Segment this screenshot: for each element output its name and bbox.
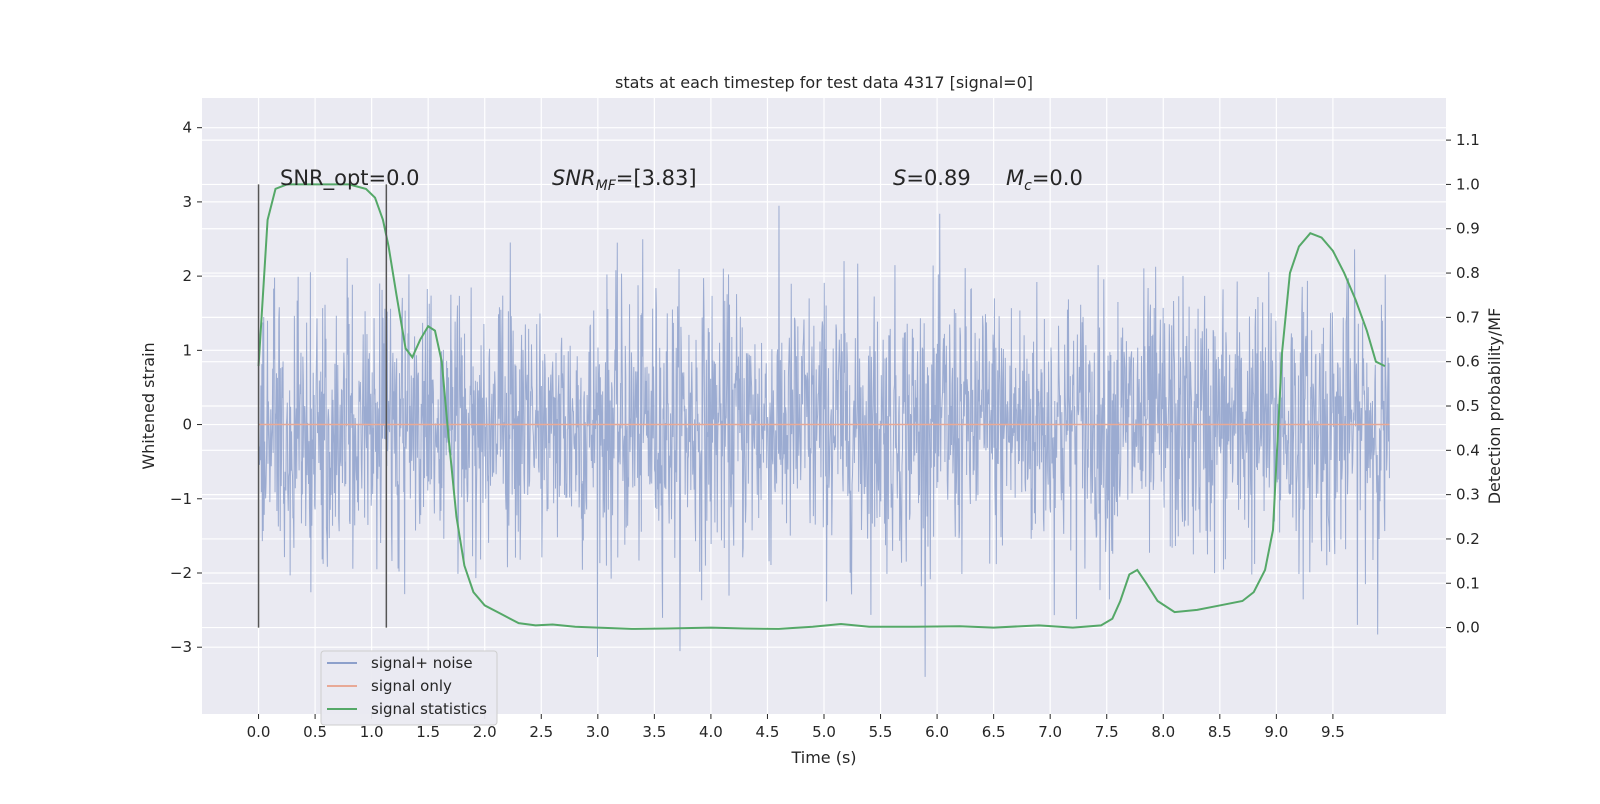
y2-axis-label: Detection probability/MF <box>1485 308 1504 505</box>
signal-statistics-line <box>257 183 1386 630</box>
y2-tick-label: 0.3 <box>1456 486 1480 504</box>
y2-tick-label: 0.8 <box>1456 264 1480 282</box>
y-tick-label: −2 <box>170 564 192 582</box>
x-tick-label: 4.0 <box>699 723 723 741</box>
y2-tick-label: 0.1 <box>1456 574 1480 592</box>
x-tick-label: 3.0 <box>586 723 610 741</box>
y-tick-label: 0 <box>182 416 192 434</box>
annotation-snr-opt: SNR_opt=0.0 <box>280 166 420 191</box>
legend: signal+ noise signal only signal statist… <box>320 650 498 726</box>
x-tick-label: 4.5 <box>756 723 780 741</box>
annotation-mc: Mc=0.0 <box>1006 166 1083 194</box>
x-tick-label: 8.0 <box>1151 723 1175 741</box>
x-tick-label: 2.5 <box>529 723 553 741</box>
x-tick-label: 6.5 <box>982 723 1006 741</box>
y2-tick-label: 0.0 <box>1456 619 1480 637</box>
legend-label-signal-only: signal only <box>371 677 452 695</box>
chart-title: stats at each timestep for test data 431… <box>615 73 1033 92</box>
x-tick-label: 7.0 <box>1038 723 1062 741</box>
y2-tick-label: 0.2 <box>1456 530 1480 548</box>
y2-tick-label: 0.7 <box>1456 308 1480 326</box>
x-tick-label: 3.5 <box>642 723 666 741</box>
annotation-s: S=0.89 <box>893 166 971 190</box>
ticks: 0.0 0.5 1.0 1.5 2.0 2.5 3.0 3.5 4.0 4.5 5.0 5.5 6.0 6… <box>170 119 1480 741</box>
y2-tick-label: 0.6 <box>1456 353 1480 371</box>
x-tick-label: 9.5 <box>1321 723 1345 741</box>
x-tick-label: 1.0 <box>360 723 384 741</box>
x-tick-label: 8.5 <box>1208 723 1232 741</box>
y2-tick-label: 1.1 <box>1456 131 1480 149</box>
y2-tick-label: 0.9 <box>1456 220 1480 238</box>
y-tick-label: 3 <box>182 193 192 211</box>
x-tick-label: 7.5 <box>1095 723 1119 741</box>
x-tick-label: 5.0 <box>812 723 836 741</box>
x-axis-label: Time (s) <box>790 748 856 767</box>
x-tick-label: 0.5 <box>303 723 327 741</box>
legend-label-signal-noise: signal+ noise <box>371 654 473 672</box>
x-tick-label: 9.0 <box>1264 723 1288 741</box>
x-tick-label: 0.0 <box>247 723 271 741</box>
y-tick-label: −3 <box>170 638 192 656</box>
y-tick-label: 1 <box>182 341 192 359</box>
legend-box <box>320 650 498 726</box>
y-tick-label: 4 <box>182 119 192 137</box>
y2-tick-label: 0.4 <box>1456 441 1480 459</box>
legend-label-signal-statistics: signal statistics <box>371 700 487 718</box>
x-tick-label: 1.5 <box>416 723 440 741</box>
annotation-snr-mf: SNRMF=[3.83] <box>552 166 697 194</box>
annotations: SNR_opt=0.0 SNRMF=[3.83] S=0.89 Mc=0.0 <box>280 166 1083 194</box>
x-tick-label: 2.0 <box>473 723 497 741</box>
x-tick-label: 6.0 <box>925 723 949 741</box>
y2-tick-label: 1.0 <box>1456 175 1480 193</box>
vertical-markers <box>257 184 388 628</box>
y-tick-label: 2 <box>182 267 192 285</box>
y-tick-label: −1 <box>170 490 192 508</box>
y-axis-label: Whitened strain <box>139 342 158 469</box>
y2-tick-label: 0.5 <box>1456 397 1480 415</box>
lines <box>257 183 1390 630</box>
x-tick-label: 5.5 <box>869 723 893 741</box>
